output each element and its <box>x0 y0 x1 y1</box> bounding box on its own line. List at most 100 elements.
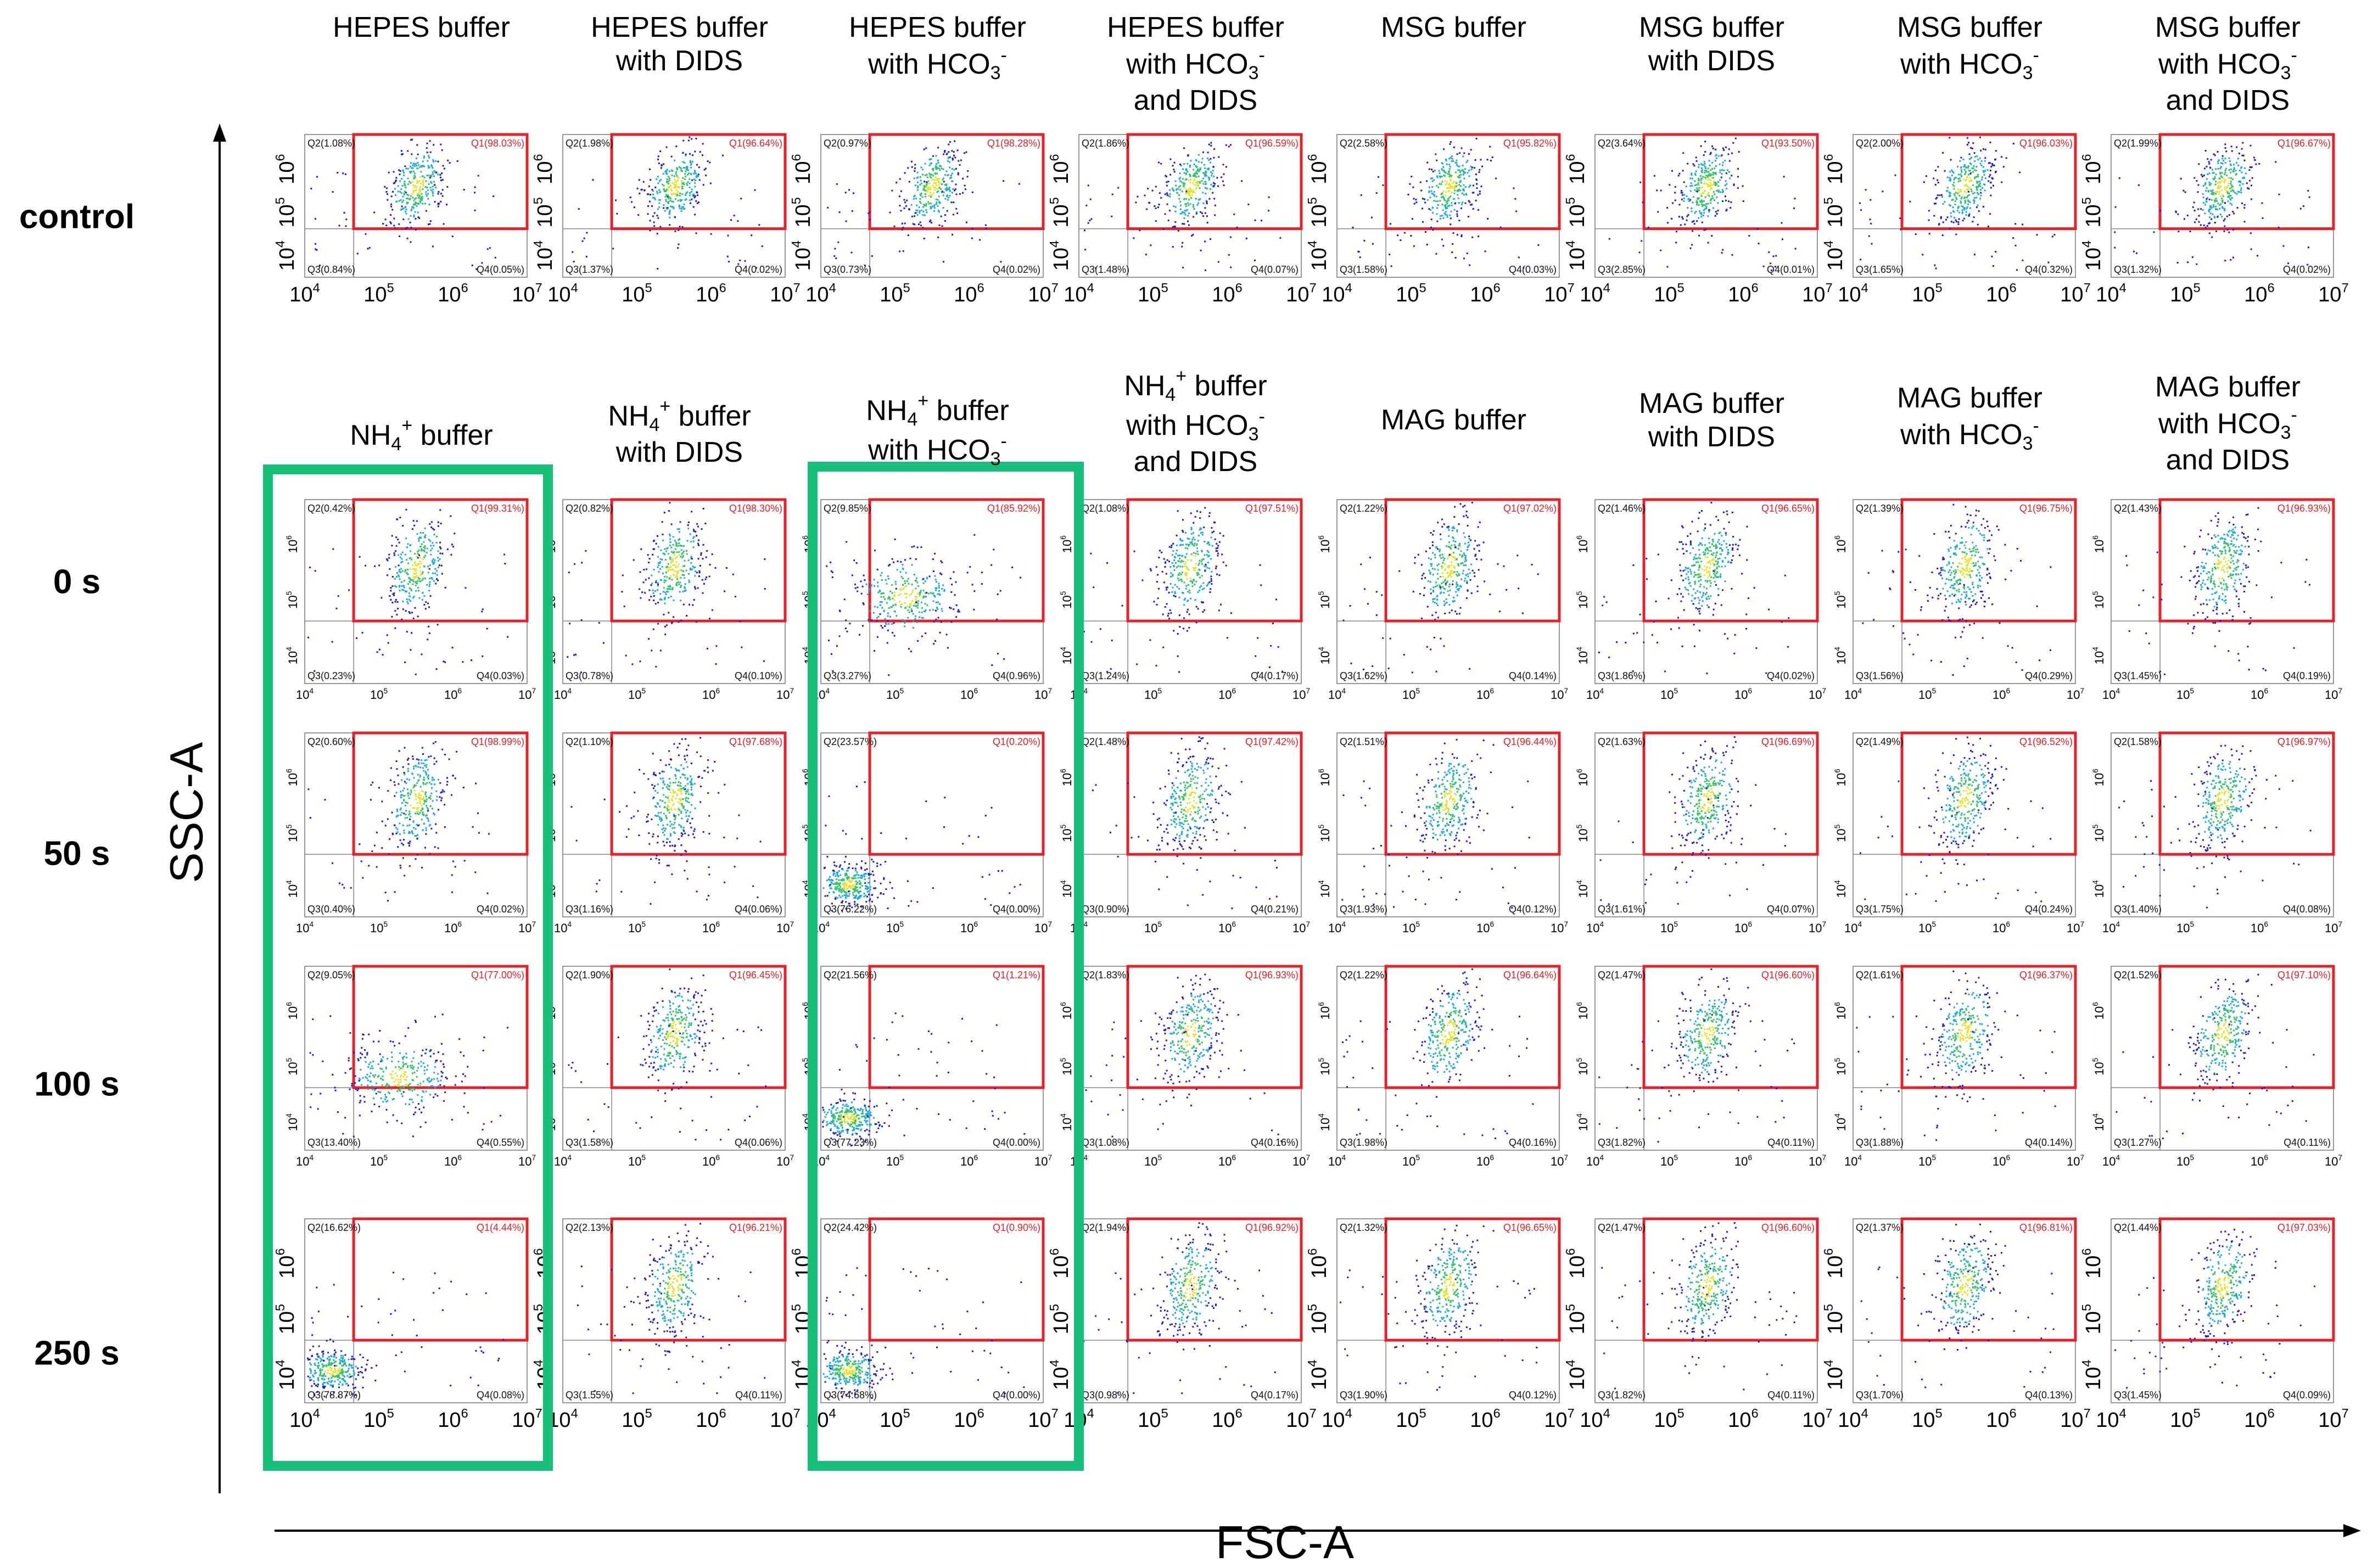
event-dot <box>1689 247 1692 249</box>
event-dot <box>1259 564 1261 566</box>
event-dot <box>2241 171 2243 173</box>
event-dot <box>1670 579 1672 581</box>
event-dot <box>932 175 934 177</box>
event-dot <box>953 169 955 171</box>
event-dot <box>675 198 676 200</box>
scatter-events <box>1084 142 1281 271</box>
event-dot <box>1689 199 1692 201</box>
event-dot <box>416 158 418 159</box>
event-dot <box>1928 233 1930 234</box>
event-dot <box>2209 206 2212 208</box>
event-dot <box>679 521 681 523</box>
event-dot <box>662 591 664 593</box>
event-dot <box>1201 563 1204 565</box>
event-dot <box>704 578 707 580</box>
event-dot <box>664 591 667 593</box>
event-dot <box>454 533 456 535</box>
event-dot <box>2230 145 2232 148</box>
event-dot <box>1020 576 1022 579</box>
event-dot <box>1683 553 1685 555</box>
event-dot <box>1712 614 1714 616</box>
event-dot <box>1218 574 1221 576</box>
event-dot <box>681 574 684 576</box>
event-dot <box>956 212 959 214</box>
event-dot <box>909 606 911 608</box>
event-dot <box>431 560 433 562</box>
event-dot <box>657 176 659 178</box>
event-dot <box>397 185 399 187</box>
event-dot <box>679 194 681 197</box>
event-dot <box>658 206 661 208</box>
event-dot <box>941 561 943 563</box>
event-dot <box>309 567 311 568</box>
event-dot <box>405 192 407 194</box>
event-dot <box>909 594 911 596</box>
event-dot <box>440 547 442 550</box>
event-dot <box>1111 640 1113 642</box>
event-dot <box>884 598 886 600</box>
event-dot <box>2249 166 2251 168</box>
plot-frame <box>1078 134 1302 278</box>
event-dot <box>429 140 431 142</box>
event-dot <box>677 199 679 201</box>
event-dot <box>1431 563 1433 565</box>
event-dot <box>966 221 967 223</box>
event-dot <box>687 524 689 526</box>
event-dot <box>693 536 695 538</box>
event-dot <box>1171 562 1173 564</box>
event-dot <box>1448 176 1451 178</box>
event-dot <box>1480 558 1482 561</box>
event-dot <box>1182 168 1184 170</box>
event-dot <box>1457 194 1459 196</box>
event-dot <box>739 259 741 261</box>
event-dot <box>2002 166 2005 168</box>
event-dot <box>2198 221 2200 223</box>
event-dot <box>1207 541 1209 544</box>
event-dot <box>1206 554 1208 556</box>
event-dot <box>2219 167 2221 169</box>
event-dot <box>689 153 691 155</box>
event-dot <box>1469 201 1471 203</box>
event-dot <box>1440 217 1441 220</box>
event-dot <box>940 560 942 562</box>
x-tick-label: 104 <box>547 281 578 306</box>
event-dot <box>2210 193 2213 195</box>
event-dot <box>891 623 893 625</box>
event-dot <box>1970 147 1972 149</box>
event-dot <box>919 198 921 200</box>
event-dot <box>927 201 930 203</box>
event-dot <box>941 608 943 610</box>
event-dot <box>1953 193 1955 195</box>
event-dot <box>885 623 887 624</box>
event-dot <box>951 584 953 586</box>
event-dot <box>2217 160 2219 163</box>
event-dot <box>2215 230 2218 232</box>
event-dot <box>415 197 417 199</box>
event-dot <box>690 163 692 165</box>
event-dot <box>667 207 669 209</box>
event-dot <box>672 558 674 560</box>
event-dot <box>876 617 878 619</box>
event-dot <box>1191 539 1194 541</box>
event-dot <box>927 195 930 197</box>
event-dot <box>1727 153 1730 155</box>
event-dot <box>656 178 658 180</box>
event-dot <box>402 525 404 527</box>
event-dot <box>1674 186 1676 188</box>
event-dot <box>1442 576 1445 578</box>
event-dot <box>1169 583 1172 585</box>
event-dot <box>1441 565 1443 568</box>
event-dot <box>737 220 739 222</box>
event-dot <box>1960 198 1962 200</box>
event-dot <box>669 535 671 537</box>
y-tick-label: 106 <box>789 154 815 184</box>
event-dot <box>1951 169 1953 171</box>
event-dot <box>417 203 419 205</box>
event-dot <box>422 571 424 573</box>
event-dot <box>663 163 665 165</box>
event-dot <box>1389 223 1391 225</box>
event-dot <box>1738 151 1740 153</box>
event-dot <box>1432 552 1434 554</box>
event-dot <box>477 175 479 177</box>
event-dot <box>2212 178 2214 180</box>
